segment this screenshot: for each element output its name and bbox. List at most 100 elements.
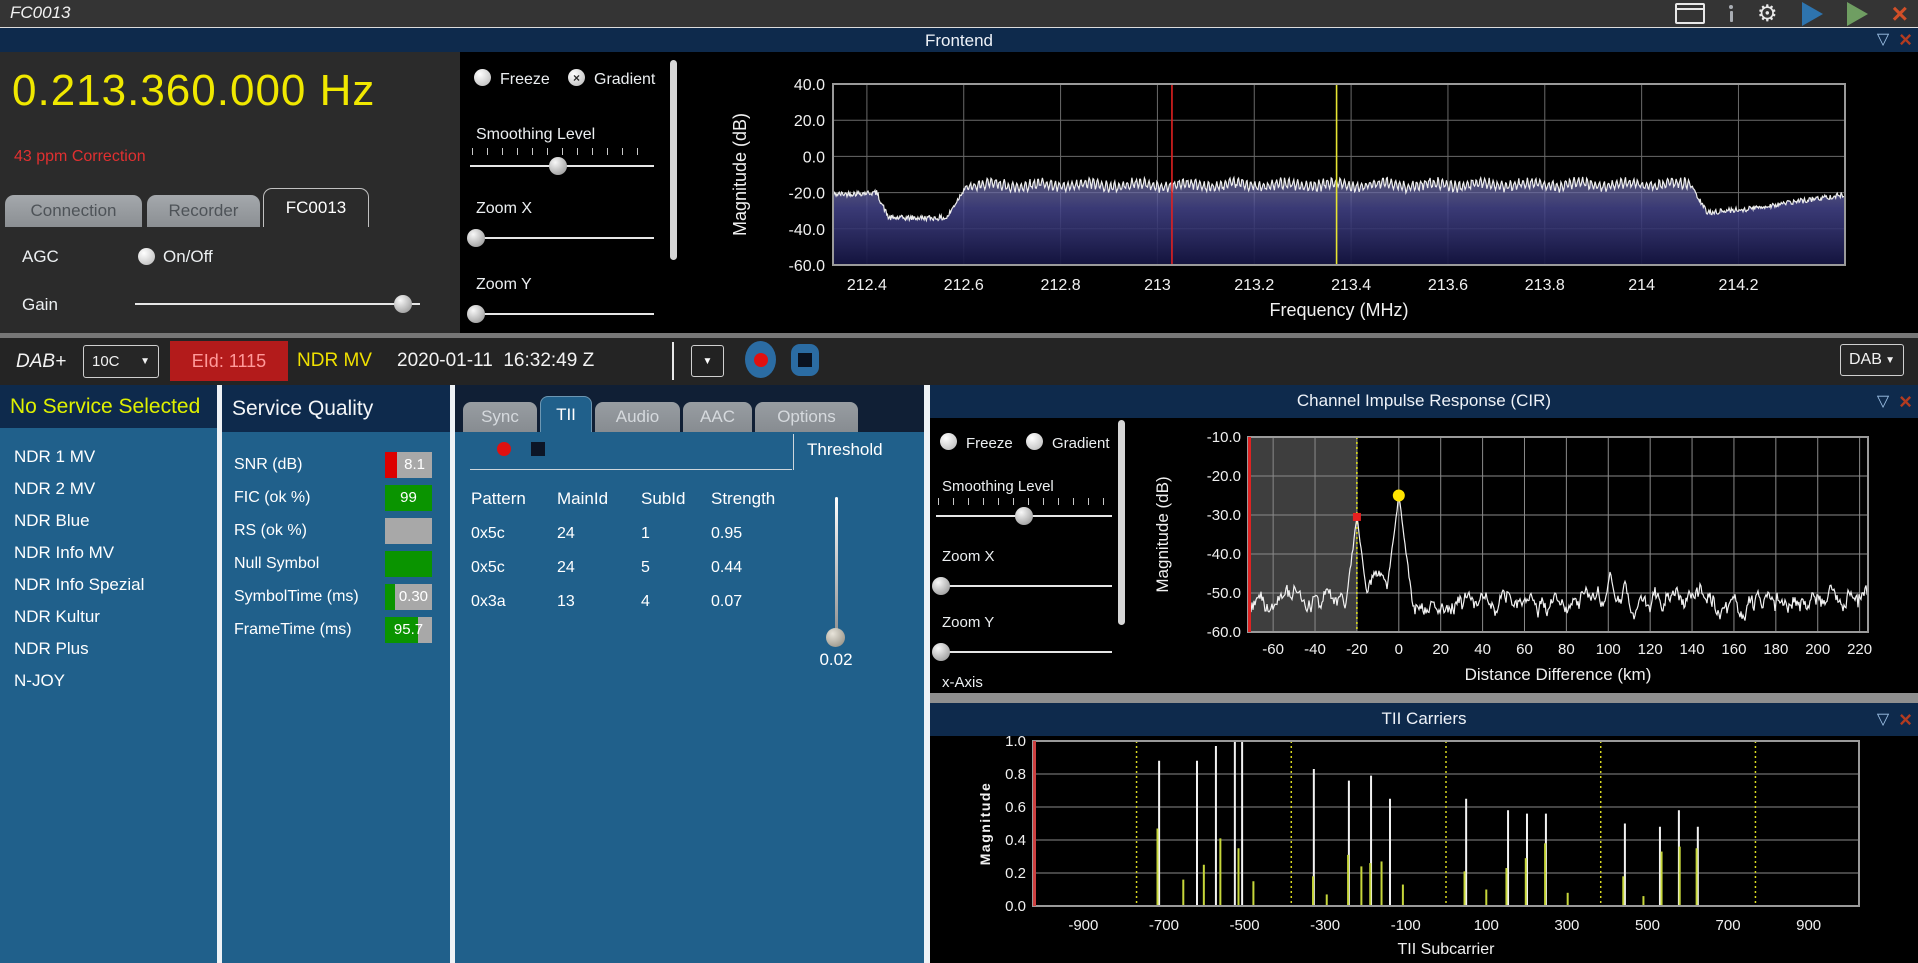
collapse-triangle-icon[interactable]: ▽ [1877,394,1889,410]
smoothing-slider[interactable] [936,506,1112,526]
service-item[interactable]: NDR Info Spezial [0,569,217,601]
svg-text:213.8: 213.8 [1525,277,1565,294]
quality-row: FrameTime (ms) 95.7 [222,617,450,643]
svg-text:700: 700 [1716,917,1741,934]
svg-text:100: 100 [1474,917,1499,934]
panel-close-icon[interactable]: × [1899,30,1912,50]
window-icon[interactable] [1675,3,1705,24]
tab-audio[interactable]: Audio [595,402,680,432]
tii-table-cell: 24 [557,559,575,577]
tii-carriers-plot[interactable]: -900-700-500-300-1001003005007009001.00.… [930,736,1918,963]
svg-text:0: 0 [1395,641,1403,658]
smoothing-slider[interactable] [470,156,654,176]
svg-text:212.8: 212.8 [1041,277,1081,294]
toolbar-separator [672,342,674,380]
svg-text:-30.0: -30.0 [1207,507,1241,524]
svg-text:-10.0: -10.0 [1207,429,1241,446]
tab-connection[interactable]: Connection [5,195,142,227]
tii-panel-header: TII Carriers ▽ × [930,703,1918,736]
record-options-dropdown[interactable]: ▼ [691,345,724,377]
controls-scrollbar[interactable] [670,60,677,260]
svg-text:120: 120 [1638,641,1663,658]
frequency-display: 0.213.360.000 Hz [12,66,375,116]
freeze-radio[interactable] [940,433,957,450]
svg-text:-40: -40 [1304,641,1326,658]
agc-toggle-radio[interactable] [138,248,155,265]
zoom-x-slider[interactable] [936,576,1112,596]
tab-tii[interactable]: TII [540,396,592,432]
smoothing-label: Smoothing Level [942,478,1054,495]
spectrum-plot[interactable]: 212.4212.6212.8213213.2213.4213.6213.821… [700,52,1918,333]
threshold-slider[interactable] [835,497,838,637]
zoom-y-slider[interactable] [470,304,654,324]
titlebar[interactable]: FC0013 ⚙ × [0,0,1918,28]
threshold-slider-handle[interactable] [826,628,845,647]
tii-table-cell: 0x5c [471,525,505,543]
service-item[interactable]: NDR Plus [0,633,217,665]
panel-close-icon[interactable]: × [1899,392,1912,412]
service-item[interactable]: NDR 1 MV [0,441,217,473]
quality-value: 95.7 [385,617,432,643]
svg-text:213: 213 [1144,277,1171,294]
record-button[interactable] [745,341,776,378]
service-list: NDR 1 MVNDR 2 MVNDR BlueNDR Info MVNDR I… [0,441,217,697]
agc-label: AGC [22,247,59,267]
svg-text:-500: -500 [1230,917,1260,934]
quality-label: FrameTime (ms) [234,617,352,643]
svg-text:212.4: 212.4 [847,277,887,294]
svg-text:20: 20 [1432,641,1449,658]
freeze-radio[interactable] [474,69,491,86]
tii-table-cell: 5 [641,559,650,577]
chevron-down-icon: ▼ [140,356,150,367]
collapse-triangle-icon[interactable]: ▽ [1877,712,1889,728]
tab-options[interactable]: Options [755,402,858,432]
zoom-y-label: Zoom Y [942,614,994,631]
gear-icon[interactable]: ⚙ [1757,2,1778,25]
play-blue-icon[interactable] [1802,2,1823,26]
stop-square-icon[interactable] [531,442,545,456]
record-dot-icon[interactable] [497,442,511,456]
tab-aac[interactable]: AAC [683,402,752,432]
tii-table-cell: 0.95 [711,525,742,543]
tii-table-cell: 0.07 [711,593,742,611]
tab-sync[interactable]: Sync [463,402,537,432]
zoom-x-slider[interactable] [470,228,654,248]
quality-label: SymbolTime (ms) [234,584,359,610]
svg-text:Magnitude (dB): Magnitude (dB) [730,113,750,236]
tab-fc0013[interactable]: FC0013 [263,188,369,227]
panel-close-icon[interactable]: × [1899,710,1912,730]
service-list-header: No Service Selected [0,385,217,428]
gradient-radio[interactable] [1026,433,1043,450]
info-icon[interactable] [1729,5,1733,22]
x-axis-label: x-Axis [942,674,983,691]
channel-select[interactable]: 10C ▼ [83,345,159,378]
quality-bar: 0.30 [385,584,432,610]
service-item[interactable]: N-JOY [0,665,217,697]
cir-plot[interactable]: -60-40-20020406080100120140160180200220-… [1130,418,1918,693]
horizontal-splitter[interactable] [930,693,1918,703]
stop-button[interactable] [791,344,819,376]
controls-scrollbar[interactable] [1118,420,1125,625]
zoom-y-slider[interactable] [936,642,1112,662]
service-item[interactable]: NDR Blue [0,505,217,537]
quality-label: FIC (ok %) [234,485,310,511]
collapse-triangle-icon[interactable]: ▽ [1877,32,1889,48]
service-item[interactable]: NDR Info MV [0,537,217,569]
svg-text:-900: -900 [1068,917,1098,934]
gradient-checkbox[interactable]: × [568,69,585,86]
play-green-icon[interactable] [1847,2,1868,26]
chevron-down-icon: ▼ [1885,355,1895,366]
service-quality-title: Service Quality [222,385,450,432]
close-icon[interactable]: × [1892,2,1908,26]
svg-text:200: 200 [1805,641,1830,658]
gain-slider[interactable] [135,294,420,314]
service-item[interactable]: NDR 2 MV [0,473,217,505]
svg-text:0.0: 0.0 [1005,898,1026,915]
quality-value: 0.30 [395,584,432,610]
tab-recorder[interactable]: Recorder [147,195,260,227]
tii-table-cell: 0x5c [471,559,505,577]
service-item[interactable]: NDR Kultur [0,601,217,633]
output-select[interactable]: DAB ▼ [1840,344,1904,376]
threshold-label: Threshold [807,440,883,460]
service-list-panel: No Service Selected NDR 1 MVNDR 2 MVNDR … [0,385,217,963]
